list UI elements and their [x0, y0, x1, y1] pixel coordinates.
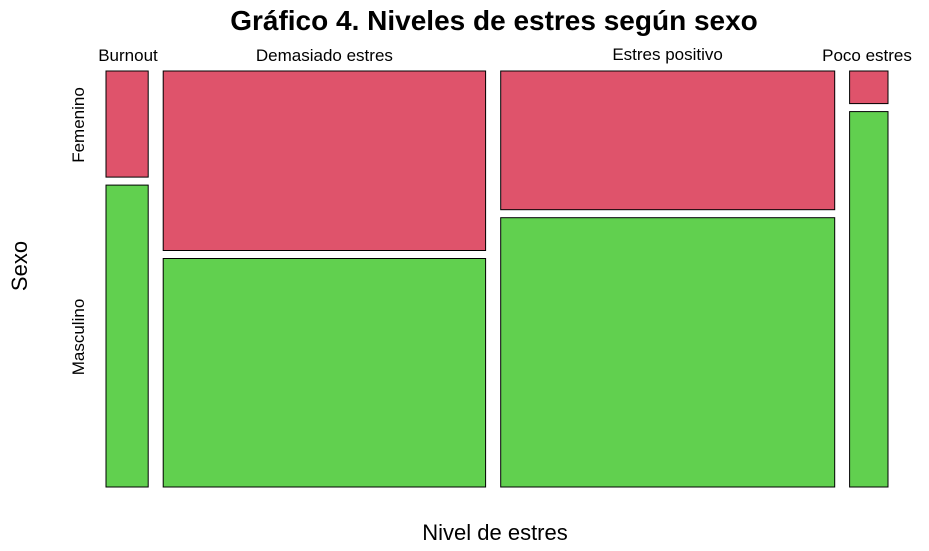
column-label-estres-positivo: Estres positivo [612, 45, 723, 64]
chart-title: Gráfico 4. Niveles de estres según sexo [230, 5, 758, 36]
mosaic-tiles [105, 70, 889, 488]
tile-estres-positivo-femenino [500, 70, 836, 211]
column-label-poco-estres: Poco estres [822, 46, 912, 65]
tile-burnout-femenino [105, 70, 149, 178]
tile-poco-estres-masculino [849, 111, 889, 488]
y-axis-label: Sexo [7, 241, 32, 291]
column-label-burnout: Burnout [98, 46, 158, 65]
tile-burnout-masculino [105, 184, 149, 488]
row-label-masculino: Masculino [69, 299, 88, 376]
tile-demasiado-estres-masculino [162, 258, 487, 488]
x-axis-label: Nivel de estres [422, 520, 568, 545]
column-label-demasiado-estres: Demasiado estres [256, 46, 393, 65]
tile-estres-positivo-masculino [500, 217, 836, 488]
tile-poco-estres-femenino [849, 70, 889, 105]
tile-demasiado-estres-femenino [162, 70, 487, 251]
row-label-femenino: Femenino [69, 87, 88, 163]
column-labels: Burnout Demasiado estres Estres positivo Po… [98, 45, 912, 65]
